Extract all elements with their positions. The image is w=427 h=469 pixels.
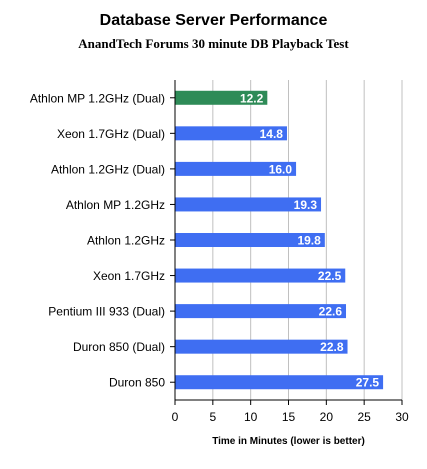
bar (175, 197, 322, 212)
bar (175, 161, 297, 176)
x-axis-label: Time in Minutes (lower is better) (212, 436, 365, 447)
category-label: Xeon 1.7GHz (93, 269, 165, 283)
chart-title: Database Server Performance (99, 12, 328, 29)
chart-subtitle: AnandTech Forums 30 minute DB Playback T… (78, 36, 349, 51)
bar-value-label: 22.8 (320, 340, 344, 354)
bar-value-label: 22.5 (318, 269, 342, 283)
bar-value-label: 12.2 (240, 91, 264, 105)
bar (175, 233, 325, 247)
category-label: Xeon 1.7GHz (Dual) (57, 127, 165, 141)
bar-value-label: 16.0 (269, 162, 293, 176)
bar (175, 90, 268, 105)
bar (175, 268, 346, 283)
category-label: Athlon 1.2GHz (87, 234, 165, 248)
x-tick-label: 25 (357, 410, 371, 424)
category-label: Athlon MP 1.2GHz (Dual) (30, 91, 165, 105)
x-tick-label: 15 (282, 410, 296, 424)
x-tick-label: 0 (172, 410, 179, 424)
bar-value-label: 22.6 (319, 305, 343, 319)
bar-value-label: 14.8 (260, 127, 284, 141)
category-label: Athlon MP 1.2GHz (66, 198, 165, 212)
bar (175, 339, 348, 354)
x-tick-label: 5 (209, 410, 216, 424)
category-label: Duron 850 (Dual) (73, 340, 165, 354)
bar (175, 126, 287, 141)
category-label: Duron 850 (109, 376, 165, 390)
category-label: Pentium III 933 (Dual) (48, 305, 165, 319)
bar-value-label: 27.5 (356, 376, 380, 390)
category-label: Athlon 1.2GHz (Dual) (51, 162, 165, 176)
bar-value-label: 19.8 (297, 234, 321, 248)
bar-value-label: 19.3 (294, 198, 318, 212)
x-tick-label: 10 (244, 410, 258, 424)
bar (175, 304, 347, 319)
x-tick-label: 20 (320, 410, 334, 424)
x-tick-label: 30 (395, 410, 409, 424)
bar (175, 375, 384, 390)
